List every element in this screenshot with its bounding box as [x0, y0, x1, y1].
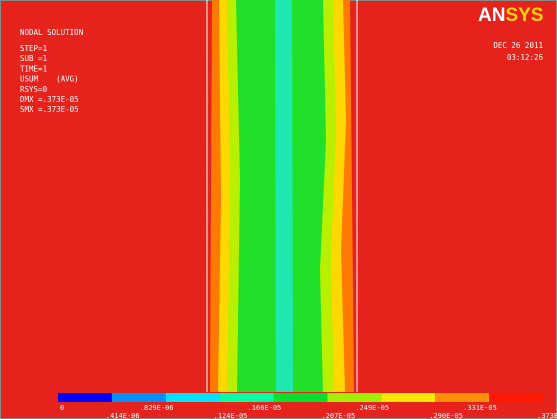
legend-swatch [165, 393, 220, 402]
legend-label: .414E-06 [106, 412, 140, 419]
legend: 0 .829E-06 .166E-05 .249E-05 .331E-05 .414E-0… [58, 393, 557, 419]
legend-swatch [219, 393, 274, 402]
date: DEC 26 2011 [493, 41, 543, 50]
band-cyan [275, 0, 293, 392]
logo: ANSYS [478, 5, 543, 26]
legend-label: .207E-05 [321, 412, 355, 419]
logo-sys: SYS [505, 5, 543, 26]
legend-label: .124E-05 [214, 412, 248, 419]
title: NODAL SOLUTION [20, 28, 83, 37]
legend-label: .249E-05 [355, 404, 389, 412]
legend-swatch [111, 393, 166, 402]
info-line: STEP=1 [20, 44, 47, 53]
legend-swatch [58, 393, 112, 402]
contour-bands [206, 0, 358, 392]
legend-label: .331E-05 [463, 404, 497, 412]
info-line: SMX =.373E-05 [20, 105, 79, 114]
legend-label: .290E-05 [429, 412, 463, 419]
legend-label: 0 [60, 404, 64, 412]
legend-label: .373E-05 [537, 412, 557, 419]
logo-an: AN [478, 5, 505, 26]
legend-swatch [381, 393, 436, 402]
legend-label: .166E-05 [248, 404, 282, 412]
info-line: DMX =.373E-05 [20, 95, 79, 104]
time: 03:12:26 [507, 53, 544, 62]
legend-label: .829E-06 [140, 404, 174, 412]
info-line: RSYS=0 [20, 85, 48, 94]
legend-swatch [273, 393, 328, 402]
legend-swatch [435, 393, 490, 402]
info-line: USUM (AVG) [20, 75, 79, 84]
info-line: SUB =1 [20, 54, 47, 63]
legend-swatch [489, 393, 543, 402]
info-line: TIME=1 [20, 64, 47, 73]
legend-swatch [327, 393, 382, 402]
